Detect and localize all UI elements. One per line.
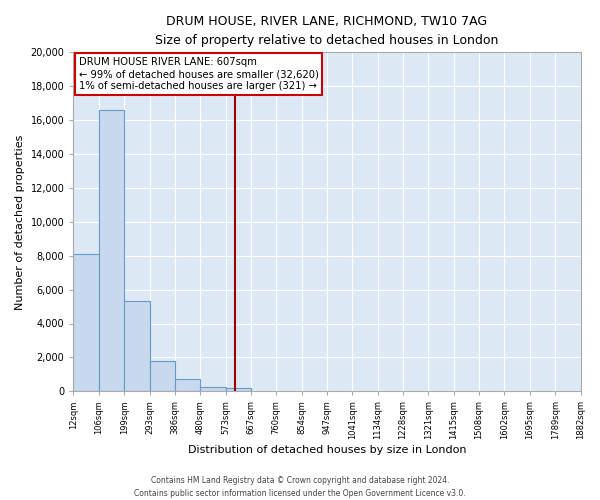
Text: DRUM HOUSE RIVER LANE: 607sqm
← 99% of detached houses are smaller (32,620)
1% o: DRUM HOUSE RIVER LANE: 607sqm ← 99% of d… [79,58,319,90]
Bar [73,254,99,392]
Bar [226,388,251,392]
Y-axis label: Number of detached properties: Number of detached properties [15,134,25,310]
Bar [124,302,149,392]
Bar [99,110,124,392]
Title: DRUM HOUSE, RIVER LANE, RICHMOND, TW10 7AG
Size of property relative to detached: DRUM HOUSE, RIVER LANE, RICHMOND, TW10 7… [155,15,499,47]
Bar [200,386,226,392]
X-axis label: Distribution of detached houses by size in London: Distribution of detached houses by size … [188,445,466,455]
Bar [149,361,175,392]
Text: Contains HM Land Registry data © Crown copyright and database right 2024.
Contai: Contains HM Land Registry data © Crown c… [134,476,466,498]
Bar [175,378,200,392]
